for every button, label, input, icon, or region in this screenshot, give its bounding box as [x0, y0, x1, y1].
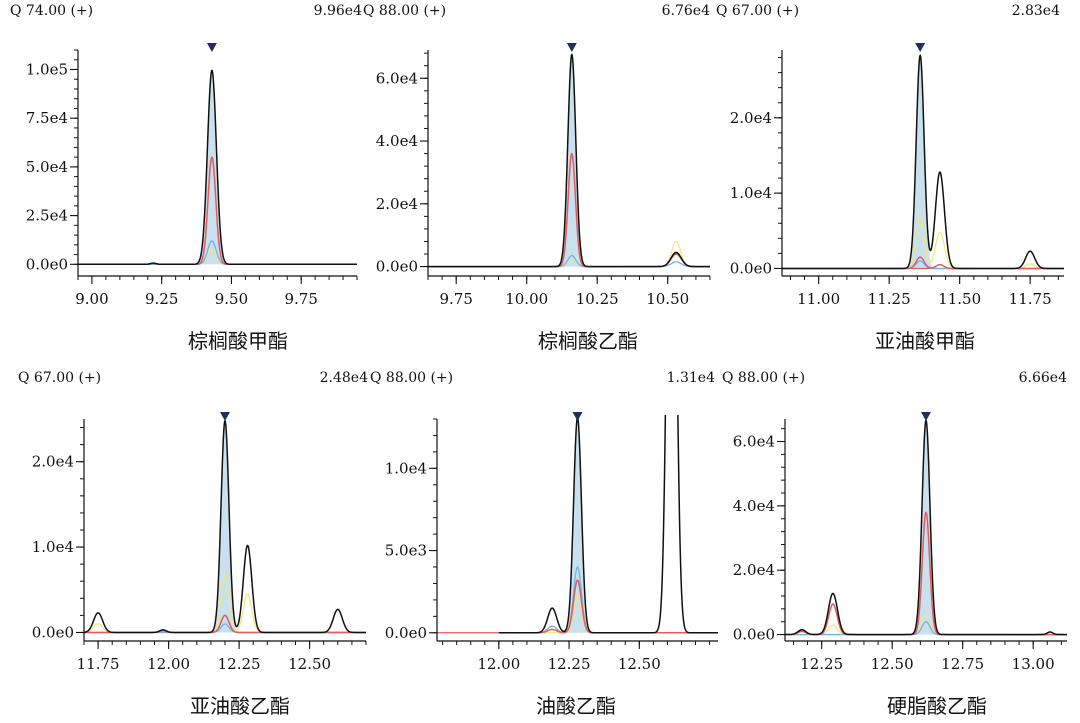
chromatogram-panel: Q 74.00 (+) 9.96e4 9.00 9.25 9.50 9.75 0.0e0 2.…	[10, 3, 362, 353]
y-tick-label: 2.0e4	[733, 561, 775, 579]
header-ion-label: Q 88.00 (+)	[722, 370, 805, 386]
y-tick-label: 0.0e0	[385, 624, 427, 642]
trace-main	[78, 69, 357, 266]
compound-title: 硬脂酸乙酯	[887, 694, 987, 718]
integrated-peak-area	[907, 55, 933, 269]
plot-area	[785, 419, 1067, 636]
header-max-intensity: 6.66e4	[1019, 370, 1067, 386]
x-tick-label: 12.25	[800, 655, 843, 673]
y-tick-label: 2.0e4	[730, 109, 772, 127]
header-max-intensity: 6.76e4	[662, 3, 710, 19]
x-tick-label: 9.25	[145, 290, 178, 308]
y-tick-label: 5.0e4	[26, 158, 68, 176]
integrated-peak-area	[564, 417, 591, 633]
integrated-peak-area	[212, 420, 238, 633]
plot-area	[428, 53, 710, 268]
header-max-intensity: 2.48e4	[320, 370, 368, 386]
plot-area	[782, 54, 1064, 270]
compound-title: 棕榈酸乙酯	[538, 329, 638, 353]
y-tick-label: 1.0e4	[32, 538, 74, 556]
compound-title: 亚油酸甲酯	[875, 329, 975, 353]
integrated-peak-area	[913, 420, 939, 635]
x-tick-label: 11.75	[1009, 290, 1052, 308]
header-ion-label: Q 74.00 (+)	[10, 3, 93, 19]
integrated-peak-area	[559, 54, 585, 267]
x-tick-label: 11.50	[938, 290, 981, 308]
x-tick-label: 12.50	[618, 655, 661, 673]
x-tick-label: 9.50	[215, 290, 248, 308]
x-tick-label: 12.00	[477, 655, 520, 673]
y-tick-label: 6.0e4	[376, 69, 418, 87]
y-tick-label: 4.0e4	[376, 132, 418, 150]
plot-area	[84, 419, 366, 634]
x-tick-label: 10.25	[576, 290, 619, 308]
trace-main	[498, 415, 718, 634]
x-tick-label: 12.25	[548, 655, 591, 673]
trace-q2	[498, 566, 718, 634]
y-tick-label: 2.0e4	[32, 453, 74, 471]
y-tick-label: 1.0e4	[385, 459, 427, 477]
x-tick-label: 11.75	[77, 655, 120, 673]
x-tick-label: 12.25	[218, 655, 261, 673]
x-tick-label: 12.00	[147, 655, 190, 673]
trace-main	[428, 53, 710, 268]
chromatogram-panel: Q 88.00 (+) 1.31e4 12.00 12.25 12.50 0.0e0 5.0…	[370, 370, 718, 718]
x-tick-label: 13.00	[1012, 655, 1055, 673]
compound-title: 亚油酸乙酯	[190, 694, 290, 718]
chromatogram-panel: Q 88.00 (+) 6.66e4 12.25 12.50 12.75 13.00 0.0…	[722, 370, 1067, 718]
y-tick-label: 0.0e0	[733, 626, 775, 644]
header-max-intensity: 9.96e4	[314, 3, 362, 19]
x-tick-label: 12.75	[941, 655, 984, 673]
x-tick-label: 11.25	[868, 290, 911, 308]
x-tick-label: 12.50	[871, 655, 914, 673]
y-tick-label: 0.0e0	[26, 255, 68, 273]
compound-title: 棕榈酸甲酯	[188, 329, 288, 353]
x-tick-label: 10.50	[646, 290, 689, 308]
trace-q1	[498, 579, 718, 634]
y-tick-label: 2.5e4	[26, 207, 68, 225]
x-tick-label: 11.00	[797, 290, 840, 308]
y-tick-label: 6.0e4	[733, 433, 775, 451]
trace-main	[782, 54, 1064, 270]
plot-area	[437, 415, 718, 634]
y-tick-label: 4.0e4	[733, 497, 775, 515]
plot-area	[78, 69, 357, 266]
chromatogram-panel: Q 88.00 (+) 6.76e4 9.75 10.00 10.25 10.50 0.0e…	[363, 3, 711, 353]
y-tick-label: 2.0e4	[376, 195, 418, 213]
y-tick-label: 7.5e4	[26, 109, 68, 127]
y-tick-label: 5.0e3	[385, 542, 427, 560]
x-tick-label: 9.75	[439, 290, 472, 308]
header-ion-label: Q 67.00 (+)	[18, 370, 101, 386]
y-tick-label: 0.0e0	[376, 258, 418, 276]
header-ion-label: Q 88.00 (+)	[363, 3, 446, 19]
y-tick-label: 1.0e5	[26, 60, 68, 78]
x-tick-label: 9.00	[75, 290, 108, 308]
chromatogram-panel: Q 67.00 (+) 2.48e4 11.75 12.00 12.25 12.50 0.0…	[18, 370, 368, 718]
x-tick-label: 9.75	[284, 290, 317, 308]
header-ion-label: Q 88.00 (+)	[370, 370, 453, 386]
compound-title: 油酸乙酯	[536, 694, 616, 718]
peak-marker-icon	[220, 412, 230, 421]
header-ion-label: Q 67.00 (+)	[716, 3, 799, 19]
x-tick-label: 10.00	[505, 290, 548, 308]
integrated-peak-area	[197, 70, 227, 265]
y-tick-label: 1.0e4	[730, 184, 772, 202]
peak-marker-icon	[206, 43, 217, 52]
chromatogram-panel: Q 67.00 (+) 2.83e4 11.00 11.25 11.50 11.75 0.0…	[716, 3, 1064, 353]
peak-marker-icon	[566, 43, 577, 52]
header-max-intensity: 2.83e4	[1012, 3, 1060, 19]
y-tick-label: 0.0e0	[32, 623, 74, 641]
y-tick-label: 0.0e0	[730, 259, 772, 277]
header-max-intensity: 1.31e4	[667, 370, 715, 386]
peak-marker-icon	[572, 412, 583, 421]
peak-marker-icon	[921, 412, 931, 421]
x-tick-label: 12.50	[288, 655, 331, 673]
peak-marker-icon	[915, 43, 926, 52]
